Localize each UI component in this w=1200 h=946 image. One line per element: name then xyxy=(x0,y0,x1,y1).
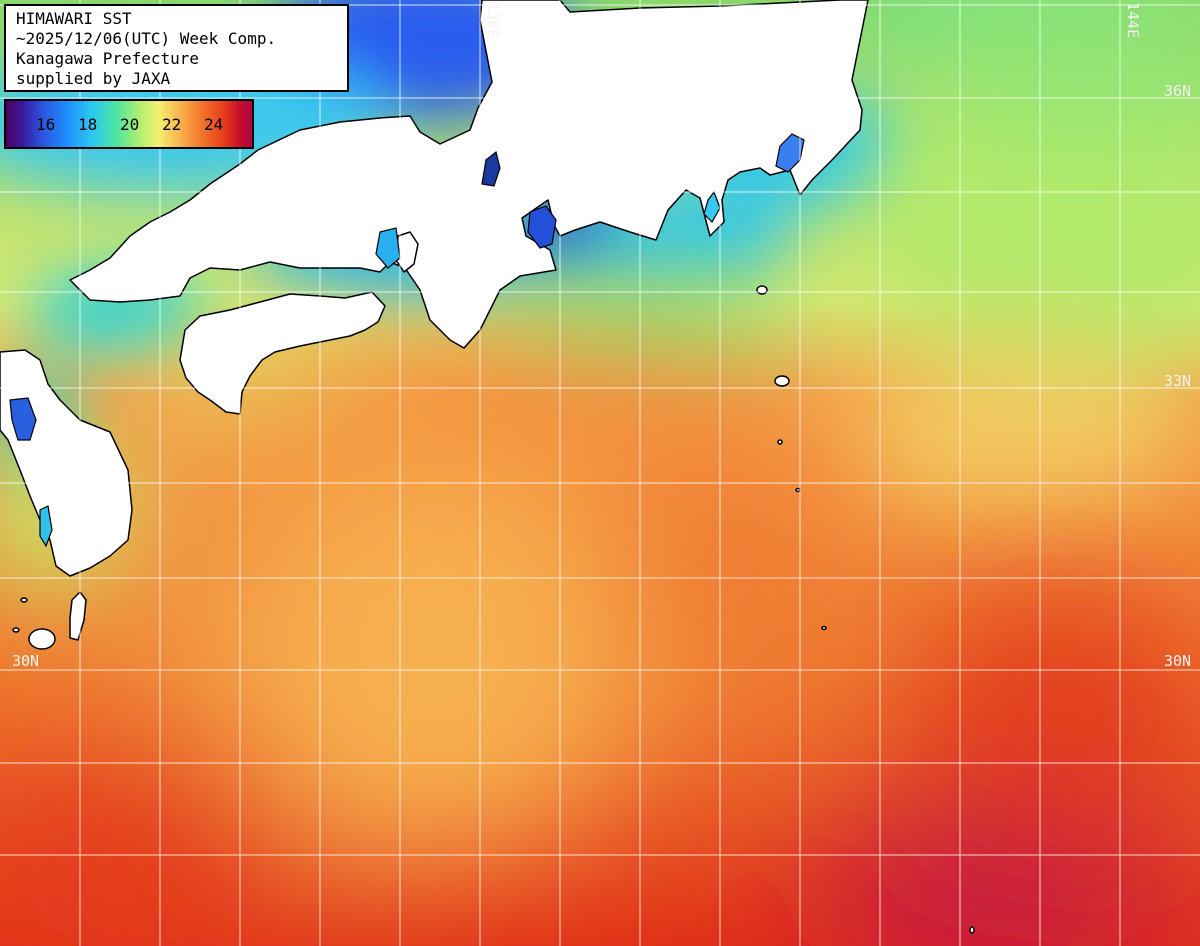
land-hachijojima xyxy=(774,375,790,387)
legend-ticks: 16 18 20 22 24 xyxy=(6,115,252,135)
legend-tick-22: 22 xyxy=(162,115,182,134)
land-tanegashima xyxy=(69,591,87,641)
kagoshima-bay xyxy=(39,505,53,548)
info-source: supplied by JAXA xyxy=(16,69,171,88)
land-masses xyxy=(0,0,975,934)
info-date-range: ~2025/12/06(UTC) Week Comp. xyxy=(16,29,277,48)
land-honshu xyxy=(69,0,869,349)
land-islet-6 xyxy=(969,926,975,934)
grid-label-30n-right: 30N xyxy=(1164,652,1192,670)
land-yakushima xyxy=(28,628,56,650)
map-info-box: HIMAWARI SST ~2025/12/06(UTC) Week Comp.… xyxy=(4,4,349,92)
land-islet-2 xyxy=(12,627,20,633)
land-islet-5 xyxy=(821,625,827,631)
legend-tick-24: 24 xyxy=(204,115,224,134)
legend-tick-18: 18 xyxy=(78,115,98,134)
legend-tick-20: 20 xyxy=(120,115,140,134)
suruga-bay xyxy=(703,190,721,223)
info-title: HIMAWARI SST xyxy=(16,9,132,28)
land-islet-1 xyxy=(20,597,28,603)
temperature-legend: 16 18 20 22 24 xyxy=(4,99,254,149)
ariake-sea xyxy=(9,397,37,441)
inland-bays xyxy=(9,133,805,548)
osaka-bay xyxy=(375,227,401,269)
land-kyushu xyxy=(0,349,133,577)
ise-bay xyxy=(527,205,557,249)
grid-label-36n: 36N xyxy=(1164,82,1192,100)
info-publisher: Kanagawa Prefecture xyxy=(16,49,200,68)
land-izu-oshima xyxy=(756,285,768,295)
land-islet-3 xyxy=(777,439,783,445)
lake-biwa xyxy=(481,150,501,187)
grid-label-30n-left: 30N xyxy=(12,652,40,670)
land-shikoku xyxy=(179,291,386,415)
grid-label-33n: 33N xyxy=(1164,372,1192,390)
grid-label-136e: 136E xyxy=(484,2,502,39)
grid-label-144e: 144E xyxy=(1124,2,1142,39)
land-islet-4 xyxy=(795,487,801,493)
legend-tick-16: 16 xyxy=(36,115,56,134)
